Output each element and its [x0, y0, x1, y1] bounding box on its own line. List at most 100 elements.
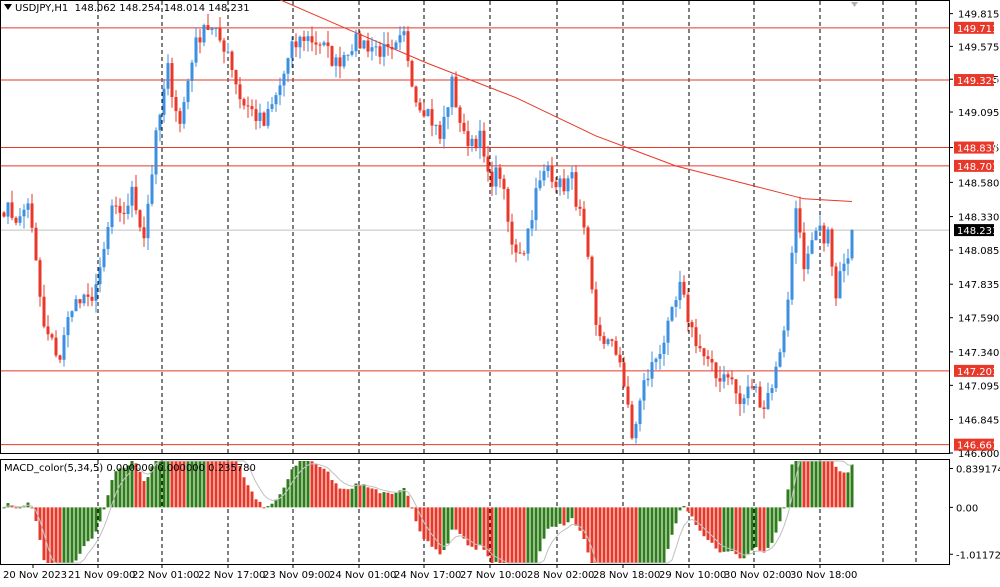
macd-bar — [474, 507, 478, 550]
macd-bar — [678, 507, 682, 511]
macd-bar — [718, 507, 722, 553]
candle-body — [746, 386, 750, 399]
candle-body — [450, 76, 454, 108]
macd-bar — [570, 507, 574, 519]
macd-bar — [266, 506, 270, 508]
candle-body — [430, 109, 434, 126]
macd-bar — [822, 461, 826, 508]
macd-bar — [126, 465, 130, 508]
dropdown-triangle-icon[interactable] — [4, 4, 12, 10]
macd-bar — [762, 507, 766, 553]
macd-bar — [66, 507, 70, 563]
macd-bar — [642, 507, 646, 563]
main-pane — [0, 0, 950, 454]
price-tick-label: 149.095 — [958, 108, 999, 119]
macd-bar — [250, 491, 254, 508]
candle-body — [486, 156, 490, 172]
macd-bar — [578, 507, 582, 531]
time-tick-label: 27 Nov 10:00 — [460, 570, 527, 581]
macd-bar — [702, 507, 706, 537]
candle-body — [502, 178, 506, 189]
candle-body — [662, 342, 666, 354]
macd-bar — [706, 507, 710, 540]
price-tick-label: 149.815 — [958, 10, 999, 21]
candle-body — [422, 110, 426, 117]
price-tick-label: 148.330 — [958, 213, 999, 224]
candle-body — [394, 42, 398, 50]
macd-bar — [310, 461, 314, 508]
macd-bar — [270, 503, 274, 508]
time-tick-label: 20 Nov 2023 — [3, 570, 67, 581]
macd-bar — [262, 507, 266, 509]
macd-bar — [110, 480, 114, 508]
time-tick-label: 24 Nov 01:00 — [329, 570, 396, 581]
candle-body — [214, 28, 218, 30]
candle-body — [58, 355, 62, 360]
candle-body — [374, 46, 378, 48]
macd-bar — [326, 471, 330, 508]
shift-marker-icon[interactable] — [851, 2, 858, 7]
macd-bar — [462, 507, 466, 539]
candle-body — [650, 362, 654, 379]
macd-bar — [58, 507, 62, 563]
candle-body — [322, 42, 326, 46]
macd-bar — [518, 507, 522, 563]
candle-body — [838, 271, 842, 299]
macd-bar — [618, 507, 622, 563]
macd-bar — [226, 461, 230, 508]
level-tag-bg — [954, 364, 994, 377]
candle-body — [490, 171, 494, 187]
candle-body — [750, 386, 754, 388]
candle-body — [826, 229, 830, 244]
macd-bar — [414, 507, 418, 522]
candle-body — [830, 229, 834, 267]
level-tag-bg — [954, 141, 994, 154]
candle-body — [86, 294, 90, 297]
time-tick-label: 21 Nov 09:00 — [68, 570, 135, 581]
macd-bar — [630, 507, 634, 563]
macd-bar — [446, 507, 450, 544]
candle-body — [34, 227, 38, 261]
candle-body — [290, 41, 294, 59]
candle-body — [562, 178, 566, 192]
candle-body — [354, 33, 358, 52]
macd-bar — [538, 507, 542, 552]
candle-body — [790, 252, 794, 300]
macd-bar — [338, 488, 342, 508]
macd-bar — [738, 507, 742, 559]
time-tick-label: 30 Nov 18:00 — [790, 570, 857, 581]
macd-bar — [234, 461, 238, 508]
price-tick-label: 149.575 — [958, 42, 999, 53]
candle-body — [666, 320, 670, 343]
candle-body — [738, 393, 742, 404]
level-tag-label: 149.711 — [957, 24, 998, 35]
macd-bar — [50, 507, 54, 563]
candle-body — [286, 58, 290, 74]
candle-body — [414, 86, 418, 103]
level-tag-bg — [954, 21, 994, 34]
macd-bar — [638, 507, 642, 563]
candle-body — [278, 85, 282, 96]
macd-bar — [354, 483, 358, 508]
price-tick-label: 147.340 — [958, 348, 999, 359]
macd-bar — [714, 507, 718, 549]
macd-bar — [650, 507, 654, 563]
macd-bar — [810, 461, 814, 508]
candle-body — [546, 166, 550, 172]
macd-bar — [662, 507, 666, 563]
candle-body — [390, 47, 394, 50]
macd-bar — [410, 507, 414, 509]
macd-bar — [666, 507, 670, 549]
macd-bar — [278, 494, 282, 508]
candle-body — [234, 69, 238, 85]
ohlc-values: 148.062 148.254 148.014 148.231 — [74, 3, 250, 14]
candle-body — [218, 28, 222, 41]
macd-bar — [38, 507, 42, 540]
macd-bar — [114, 471, 118, 508]
candle-body — [798, 208, 802, 233]
macd-bar — [766, 507, 770, 548]
macd-bar — [470, 507, 474, 547]
macd-bar — [178, 461, 182, 508]
macd-bar — [182, 461, 186, 508]
